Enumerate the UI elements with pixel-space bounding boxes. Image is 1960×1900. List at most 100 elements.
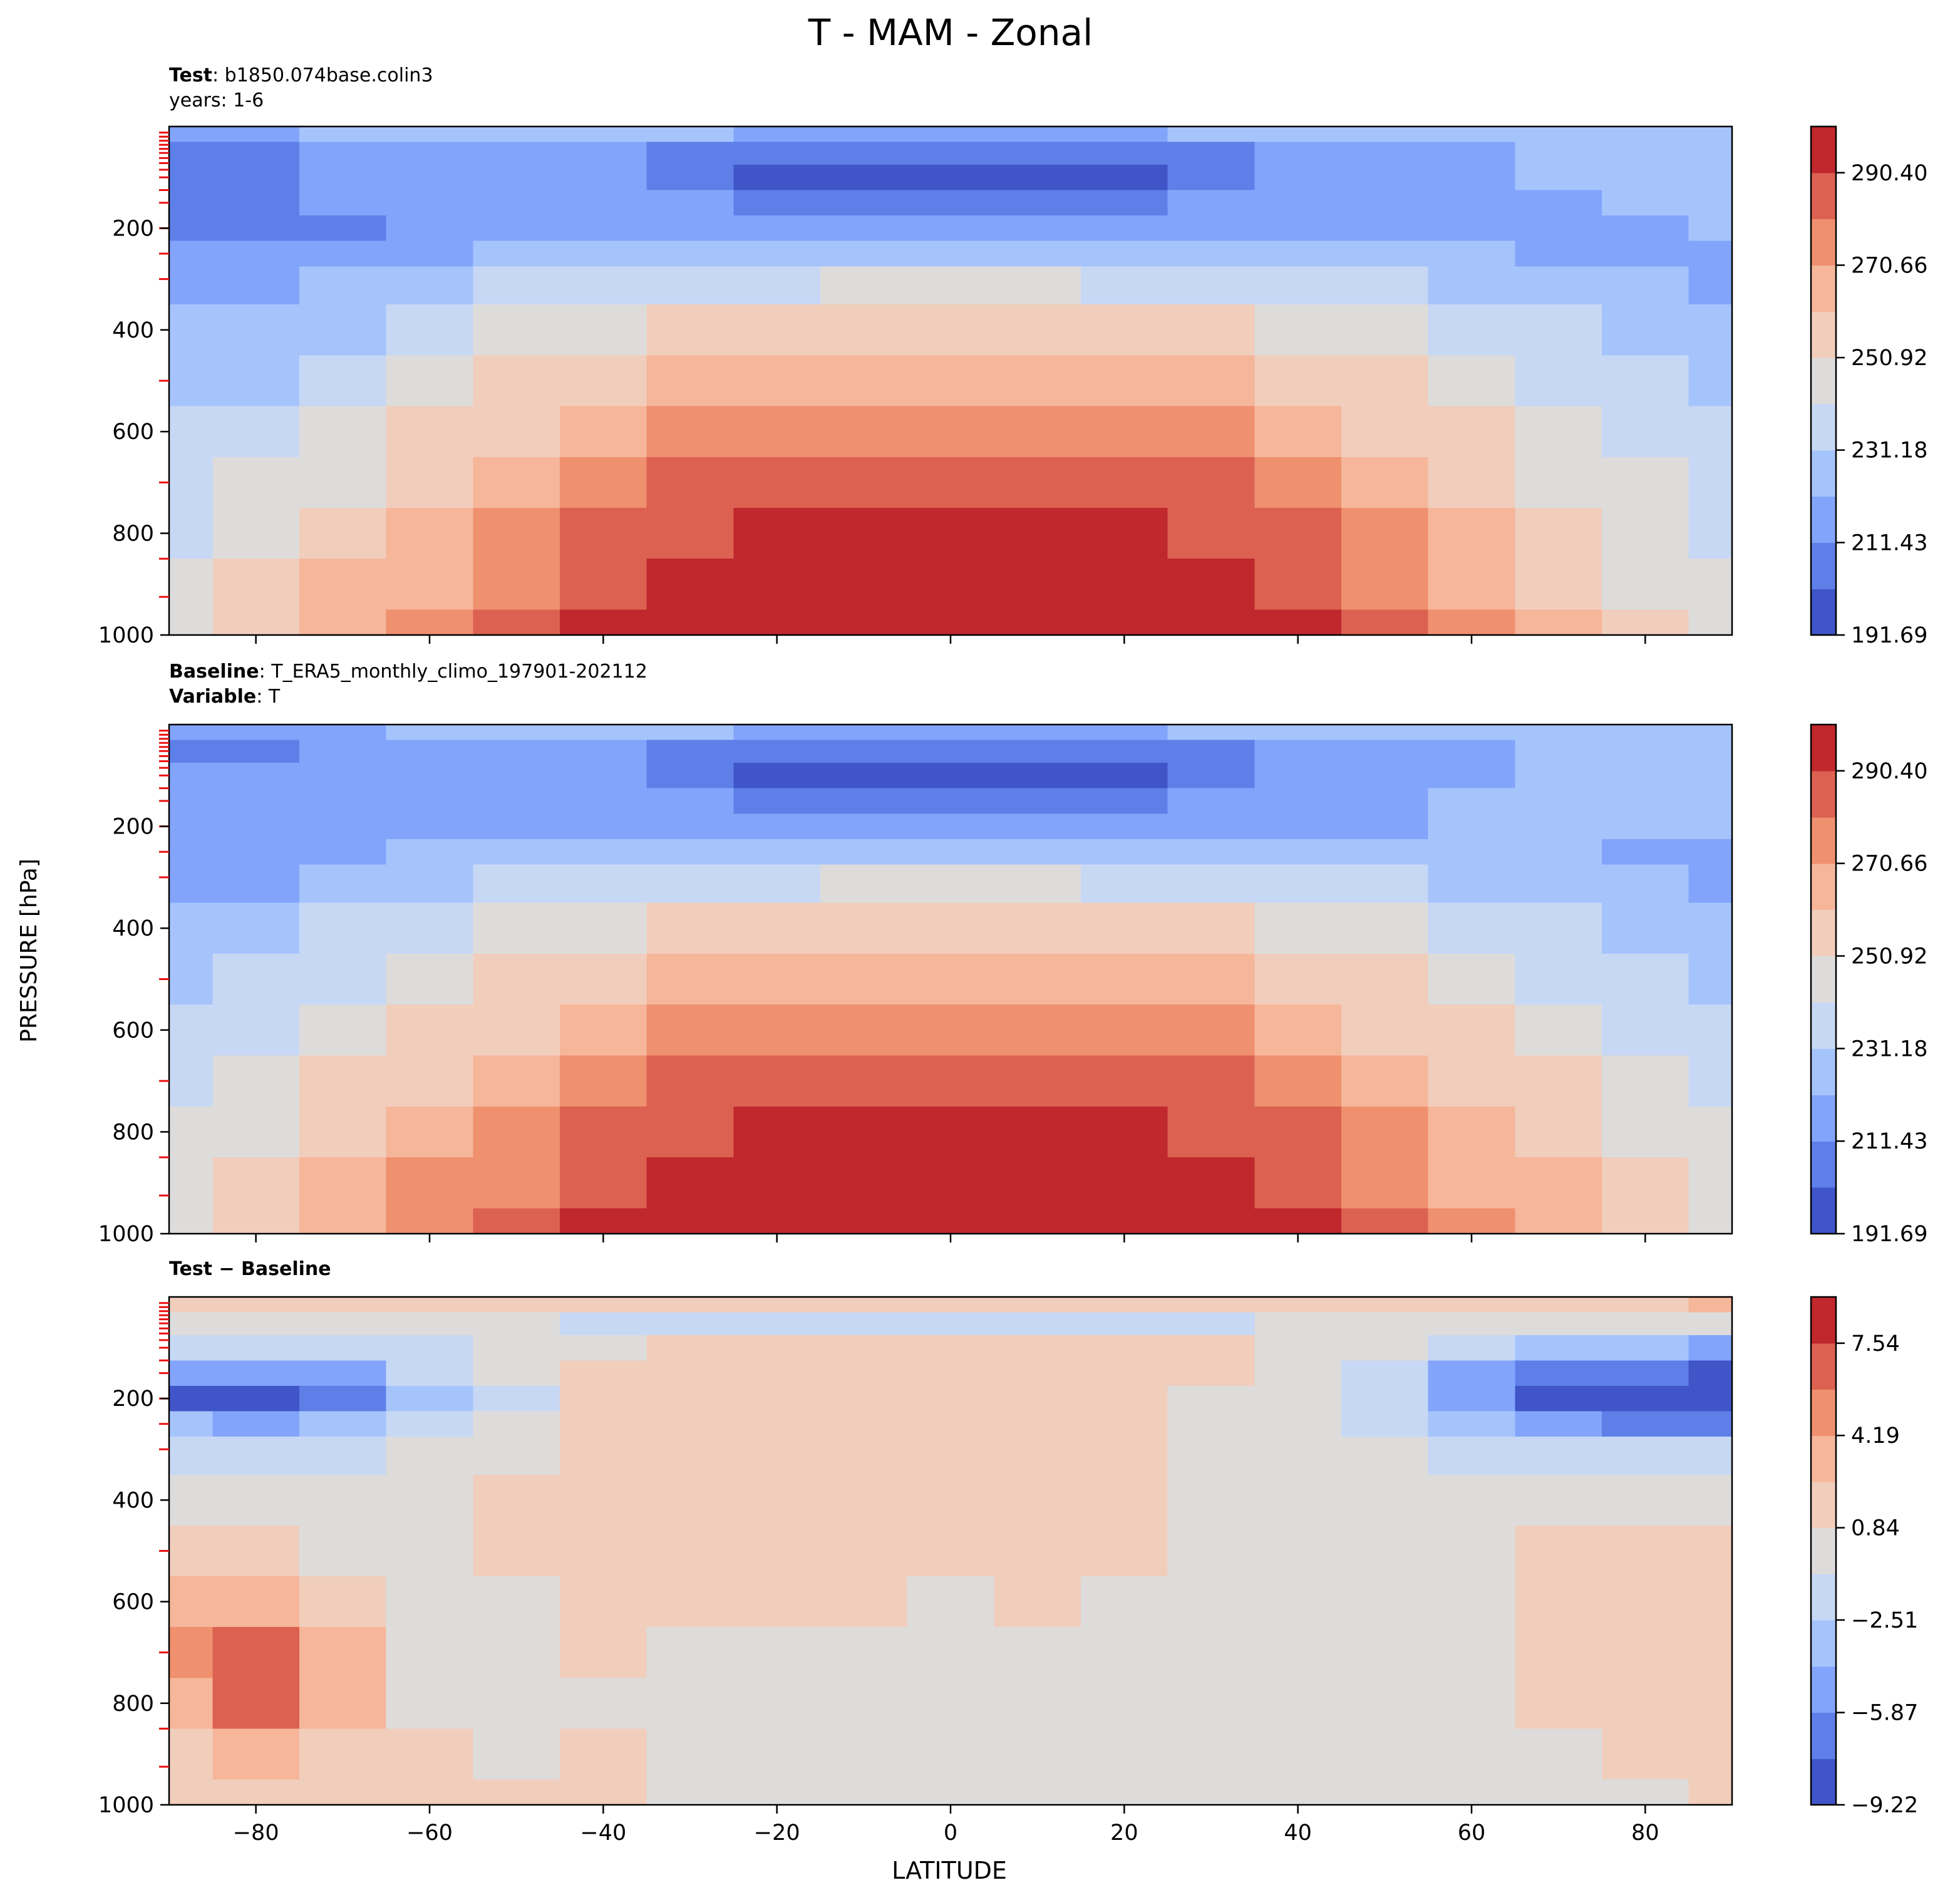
heatmap-cell xyxy=(1341,1525,1429,1577)
heatmap-cell xyxy=(907,762,994,789)
heatmap-cell xyxy=(386,1627,473,1678)
y-tick-label: 800 xyxy=(112,1691,154,1717)
heatmap-cell xyxy=(1167,126,1255,142)
heatmap-cell xyxy=(994,559,1081,610)
heatmap-cell xyxy=(1515,1157,1602,1209)
heatmap-cell xyxy=(1515,740,1602,763)
heatmap-cell xyxy=(1688,864,1733,904)
heatmap-cell xyxy=(1341,1360,1429,1386)
colorbar-frame xyxy=(1810,723,1837,1235)
heatmap-cell xyxy=(1688,902,1733,954)
heatmap-cell xyxy=(386,1437,473,1475)
heatmap-cell xyxy=(1688,839,1733,865)
heatmap-cell xyxy=(1515,762,1602,789)
heatmap-cell xyxy=(169,1360,213,1386)
heatmap-cell xyxy=(1428,457,1515,509)
heatmap-cell xyxy=(820,813,908,840)
heatmap-cell xyxy=(1602,1312,1689,1336)
heatmap-cell xyxy=(994,1312,1081,1336)
heatmap-cell xyxy=(386,788,473,814)
heatmap-cell xyxy=(1254,406,1342,458)
heatmap-cell xyxy=(1167,1157,1255,1209)
heatmap-cell xyxy=(994,1411,1081,1437)
heatmap-cell xyxy=(169,1335,213,1361)
heatmap-cell xyxy=(1688,142,1733,165)
heatmap-cell xyxy=(299,1312,387,1336)
heatmap-cell xyxy=(820,215,908,242)
heatmap-cell xyxy=(1341,1576,1429,1628)
heatmap-cell xyxy=(646,559,734,610)
heatmap-cell xyxy=(299,788,387,814)
heatmap-cell xyxy=(1602,1525,1689,1577)
heatmap-cell xyxy=(1167,1678,1255,1729)
heatmap-cell xyxy=(473,508,560,559)
heatmap-cell xyxy=(907,1208,994,1234)
heatmap-cell xyxy=(1515,559,1602,610)
heatmap-cell xyxy=(1602,902,1689,954)
heatmap-cell xyxy=(907,126,994,142)
heatmap-cell xyxy=(994,1627,1081,1678)
heatmap-cell xyxy=(1688,559,1733,610)
heatmap-cell xyxy=(907,164,994,191)
y-tick-label: 600 xyxy=(112,1018,154,1043)
heatmap-cell xyxy=(733,1312,821,1336)
heatmap-cell xyxy=(169,609,213,636)
panel-header-value: years: 1-6 xyxy=(169,90,264,111)
heatmap-cell xyxy=(994,1385,1081,1412)
heatmap-cell xyxy=(733,1576,821,1628)
heatmap-cell xyxy=(994,1576,1081,1628)
heatmap-cell xyxy=(299,559,387,610)
heatmap-cell xyxy=(1428,406,1515,458)
heatmap-cell xyxy=(820,304,908,356)
colorbar-segment xyxy=(1811,770,1836,818)
heatmap-cell xyxy=(907,1728,994,1780)
heatmap-cell xyxy=(994,126,1081,142)
panel-test: Test: b1850.074base.colin3 years: 1-6 200 4… xyxy=(98,65,1928,648)
heatmap-cell xyxy=(1602,1385,1689,1412)
heatmap-cell xyxy=(1688,609,1733,636)
heatmap-cell xyxy=(1081,240,1168,267)
heatmap-cell xyxy=(1688,1437,1733,1475)
heatmap-cell xyxy=(1688,1360,1733,1386)
heatmap-cell xyxy=(560,1576,647,1628)
heatmap-cell xyxy=(169,1297,213,1313)
heatmap-cell xyxy=(1602,266,1689,305)
heatmap-cell xyxy=(646,266,734,305)
heatmap-cell xyxy=(1602,1411,1689,1437)
heatmap-cell xyxy=(1081,355,1168,407)
heatmap-cell xyxy=(1428,1312,1515,1336)
heatmap-cell xyxy=(1341,266,1429,305)
colorbar-segment xyxy=(1811,126,1836,173)
heatmap-cell xyxy=(646,457,734,509)
heatmap-cell xyxy=(1341,215,1429,242)
heatmap-cell xyxy=(473,839,560,865)
heatmap-cell xyxy=(386,1312,473,1336)
heatmap-cell xyxy=(1688,1004,1733,1056)
heatmap-cell xyxy=(169,1312,213,1336)
heatmap-cell xyxy=(473,266,560,305)
heatmap-cell xyxy=(646,1004,734,1056)
heatmap-cell xyxy=(1254,1385,1342,1412)
heatmap-cell xyxy=(169,762,213,789)
heatmap-cell xyxy=(473,304,560,356)
heatmap-cell xyxy=(1167,406,1255,458)
heatmap-cell xyxy=(1688,1385,1733,1412)
heatmap-cell xyxy=(1428,1208,1515,1234)
heatmap-cell xyxy=(1081,1474,1168,1526)
heatmap-cell xyxy=(646,762,734,789)
heatmap-cell xyxy=(386,1678,473,1729)
heatmap-cell xyxy=(733,1297,821,1313)
heatmap-cell xyxy=(1341,457,1429,509)
heatmap-cell xyxy=(994,953,1081,1005)
x-tick-label: 20 xyxy=(1110,1820,1138,1846)
heatmap-cell xyxy=(212,1312,300,1336)
heatmap-cell xyxy=(1081,508,1168,559)
heatmap-cell xyxy=(1602,1157,1689,1209)
heatmap-cell xyxy=(1515,1004,1602,1056)
heatmap-cell xyxy=(1602,355,1689,407)
heatmap-cell xyxy=(1254,266,1342,305)
heatmap-cell xyxy=(473,1385,560,1412)
heatmap-cell xyxy=(907,1678,994,1729)
heatmap-cell xyxy=(212,1728,300,1780)
heatmap-cell xyxy=(386,1385,473,1412)
